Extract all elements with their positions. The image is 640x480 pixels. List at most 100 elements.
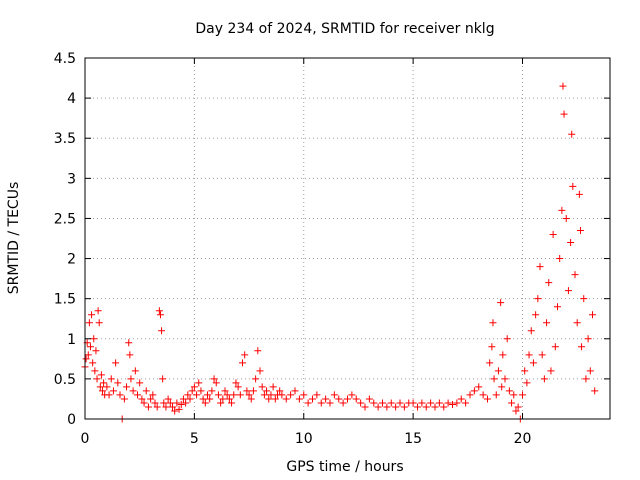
- data-point: [427, 399, 435, 407]
- data-point: [197, 387, 205, 395]
- data-point: [276, 387, 284, 395]
- y-tick-label: 1: [67, 332, 76, 348]
- data-point: [126, 351, 134, 359]
- data-point: [158, 327, 166, 335]
- y-tick-label: 2.5: [54, 211, 76, 227]
- data-point: [184, 391, 192, 399]
- data-point: [160, 399, 168, 407]
- x-tick-label: 0: [81, 431, 90, 447]
- data-point: [114, 379, 122, 387]
- y-tick-label: 4.5: [54, 51, 76, 67]
- data-point: [479, 391, 487, 399]
- data-point: [497, 299, 505, 307]
- data-point: [129, 387, 137, 395]
- data-point: [263, 387, 271, 395]
- data-point: [300, 391, 308, 399]
- data-point: [484, 395, 491, 403]
- data-point: [134, 391, 141, 399]
- data-point: [107, 375, 115, 383]
- data-point: [86, 343, 94, 351]
- data-point: [571, 271, 579, 279]
- x-axis-label: GPS time / hours: [286, 459, 403, 475]
- data-point: [212, 379, 220, 387]
- data-point: [545, 279, 553, 287]
- data-point: [519, 391, 526, 399]
- data-point: [188, 387, 196, 395]
- data-point: [453, 399, 461, 407]
- data-point: [225, 395, 233, 403]
- data-point: [573, 319, 581, 327]
- data-point: [567, 239, 575, 247]
- data-point: [547, 367, 555, 375]
- data-point: [116, 391, 124, 399]
- data-point: [204, 391, 211, 399]
- data-point: [206, 395, 214, 403]
- data-point: [265, 395, 273, 403]
- data-point: [162, 403, 170, 411]
- data-point: [525, 351, 533, 359]
- data-point: [236, 391, 244, 399]
- data-point: [287, 391, 295, 399]
- chart-title: Day 234 of 2024, SRMTID for receiver nkl…: [195, 21, 494, 37]
- data-point: [232, 379, 240, 387]
- data-point: [501, 375, 509, 383]
- data-point: [322, 395, 330, 403]
- data-point: [536, 263, 544, 271]
- data-point: [449, 401, 456, 409]
- data-point: [85, 319, 93, 327]
- data-point: [252, 375, 260, 383]
- data-point: [92, 347, 100, 355]
- data-point: [527, 327, 535, 335]
- data-point: [149, 391, 157, 399]
- data-point: [591, 387, 599, 395]
- data-point: [136, 379, 144, 387]
- data-point: [267, 391, 275, 399]
- data-point: [88, 311, 96, 319]
- data-point: [538, 351, 546, 359]
- data-point: [140, 399, 148, 407]
- data-point: [489, 319, 497, 327]
- data-point: [503, 335, 511, 343]
- data-point: [512, 407, 520, 415]
- data-point: [370, 399, 378, 407]
- data-point: [199, 395, 207, 403]
- data-point: [219, 395, 227, 403]
- data-point: [578, 343, 586, 351]
- data-point: [313, 391, 321, 399]
- data-point: [269, 383, 277, 391]
- data-point: [564, 287, 572, 295]
- data-point: [435, 399, 443, 407]
- data-point: [125, 339, 133, 347]
- data-point: [144, 403, 152, 411]
- data-point: [589, 311, 596, 319]
- data-point: [556, 255, 564, 263]
- data-point: [505, 387, 513, 395]
- axis-ticks: 0 5 10 15 20 0 0.5 1 1.5 2 2.5 3 3.5 4 4.5: [54, 51, 610, 447]
- data-point: [147, 395, 155, 403]
- data-point: [82, 355, 90, 363]
- data-point: [230, 391, 238, 399]
- y-tick-label: 3: [67, 171, 76, 187]
- data-point: [179, 395, 187, 403]
- x-tick-label: 20: [514, 431, 532, 447]
- data-point: [245, 391, 253, 399]
- data-point: [90, 335, 98, 343]
- data-point: [228, 399, 236, 407]
- data-point: [164, 395, 172, 403]
- data-point: [91, 367, 99, 375]
- data-point: [210, 375, 218, 383]
- data-point: [175, 405, 183, 413]
- data-point: [551, 343, 559, 351]
- data-point: [365, 395, 373, 403]
- data-point: [584, 335, 592, 343]
- data-point: [291, 387, 299, 395]
- data-point: [317, 399, 325, 407]
- data-point: [440, 403, 448, 411]
- data-point: [96, 383, 104, 391]
- data-point: [201, 399, 209, 407]
- data-point: [470, 387, 478, 395]
- data-point: [409, 399, 417, 407]
- data-point: [508, 399, 516, 407]
- data-point: [208, 387, 216, 395]
- data-point: [396, 399, 404, 407]
